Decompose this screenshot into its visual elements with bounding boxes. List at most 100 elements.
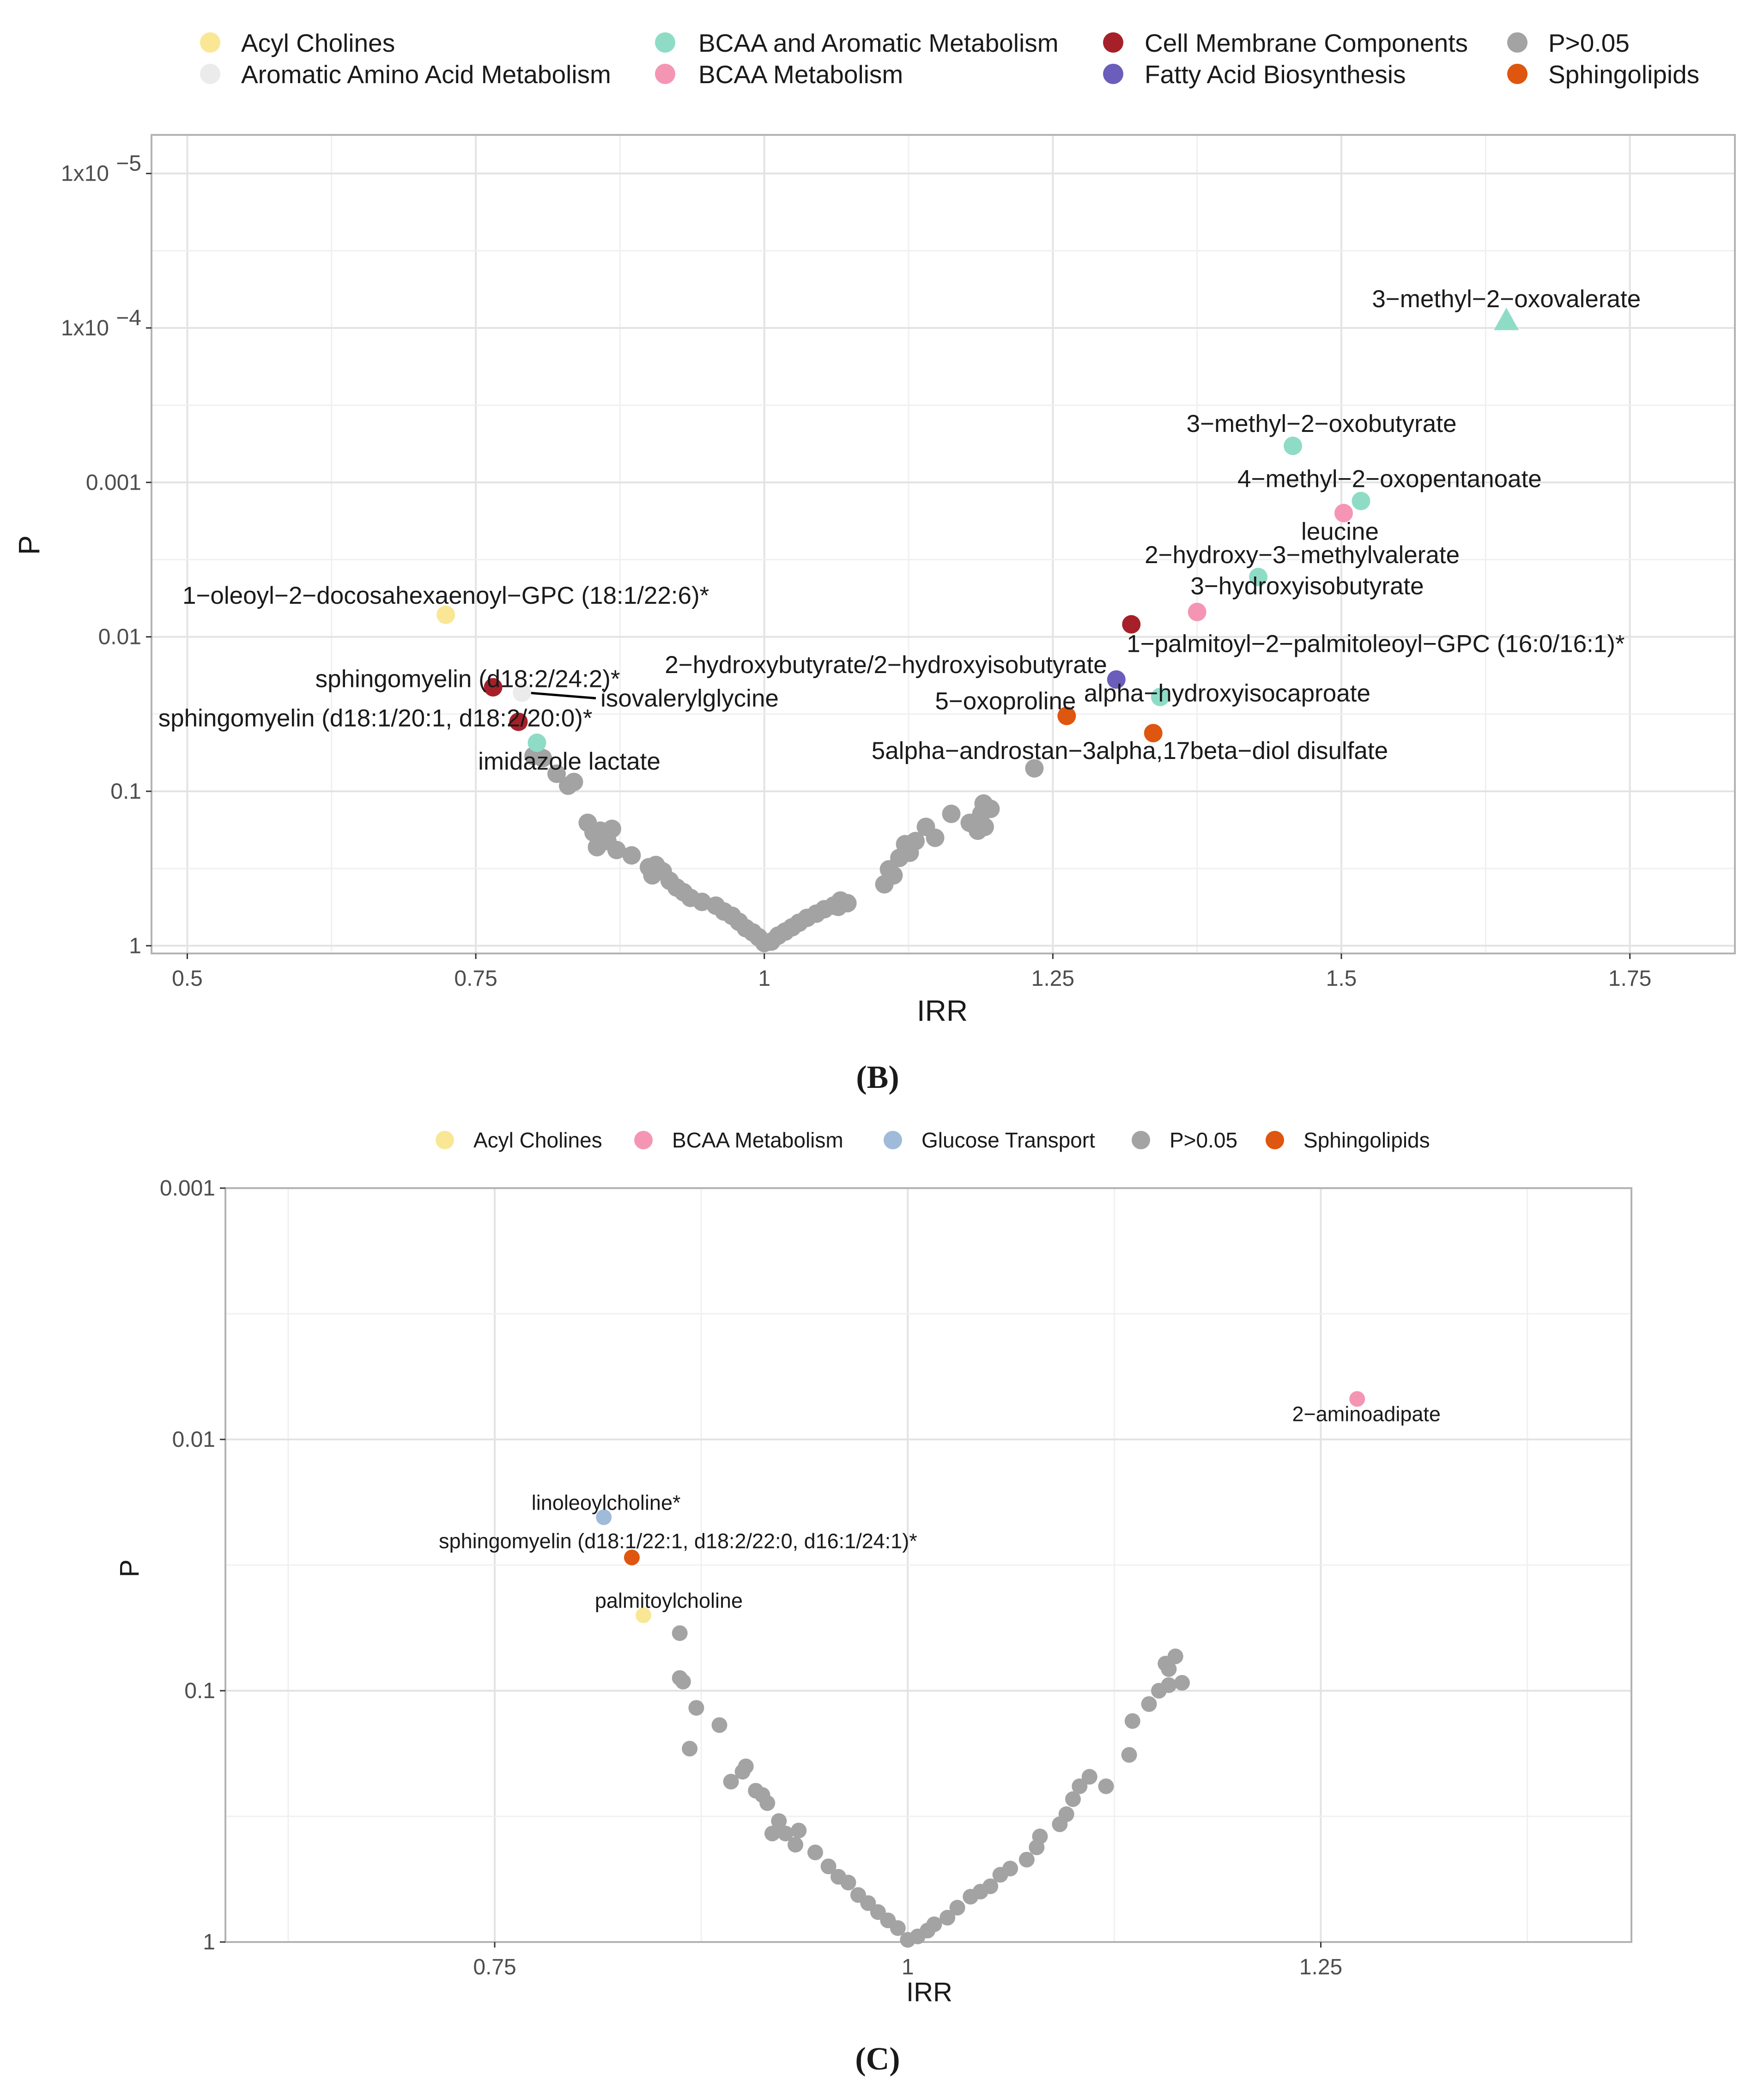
- legend-c-swatch-p-gt-005: [1132, 1131, 1150, 1149]
- data-point-nonsignificant: [1065, 1791, 1081, 1807]
- data-point-nonsignificant: [672, 1625, 688, 1641]
- point-label: 1−palmitoyl−2−palmitoleoyl−GPC (16:0/16:…: [1127, 631, 1625, 658]
- panel-b-chart: Acyl Cholines Aromatic Amino Acid Metabo…: [12, 29, 1736, 1095]
- panel-b-x-ticks: 0.5 0.75 1 1.25 1.5 1.75: [172, 953, 1651, 991]
- legend-label-cell-membrane: Cell Membrane Components: [1145, 29, 1468, 57]
- legend-swatch-bcaa-aromatic: [655, 32, 675, 53]
- y-tick-label: 1x10: [61, 316, 109, 340]
- point-label: sphingomyelin (d18:2/24:2)*: [315, 666, 620, 693]
- point-label: alpha−hydroxyisocaproate: [1084, 680, 1370, 707]
- y-tick-label: 1: [129, 934, 141, 958]
- y-tick-label: 0.01: [172, 1427, 215, 1452]
- data-point-nonsignificant: [759, 1795, 776, 1811]
- panel-b-gridlines: [152, 135, 1735, 953]
- data-point-labeled: [1352, 492, 1370, 510]
- data-point-labeled: [1284, 437, 1303, 455]
- data-point-nonsignificant: [777, 1826, 794, 1842]
- panel-b-plot-border: [151, 134, 1736, 954]
- point-label: imidazole lactate: [478, 748, 661, 775]
- data-point-nonsignificant: [1018, 1851, 1035, 1868]
- point-label: 2−aminoadipate: [1292, 1402, 1441, 1426]
- point-label: 3−hydroxyisobutyrate: [1190, 573, 1424, 600]
- data-point-nonsignificant: [982, 1878, 999, 1894]
- data-point-nonsignificant: [711, 1717, 727, 1733]
- y-tick-label: 0.01: [98, 625, 141, 649]
- data-point-nonsignificant: [1058, 1806, 1074, 1822]
- point-label: 1−oleoyl−2−docosahexaenoyl−GPC (18:1/22:…: [182, 582, 709, 609]
- data-point-nonsignificant: [807, 1845, 823, 1861]
- legend-swatch-cell-membrane: [1103, 32, 1123, 53]
- panel-c-y-ticks: 1 0.1 0.01 0.001: [160, 1176, 225, 1954]
- point-label: linoleoylcholine*: [532, 1491, 681, 1514]
- point-label: 3−methyl−2−oxovalerate: [1372, 285, 1641, 313]
- legend-c-label-glucose: Glucose Transport: [921, 1128, 1095, 1152]
- legend-c-swatch-bcaa: [634, 1131, 653, 1149]
- data-point-labeled: [1494, 308, 1519, 330]
- panel-b-x-axis-title: IRR: [917, 994, 968, 1027]
- point-label: 4−methyl−2−oxopentanoate: [1237, 466, 1542, 493]
- y-tick-exponent: −5: [116, 152, 141, 176]
- panel-c-x-ticks: 0.75 1 1.25: [473, 1942, 1342, 1979]
- data-point-labeled: [624, 1549, 640, 1566]
- panel-b-point-labels: 3−methyl−2−oxovalerate 3−methyl−2−oxobuty…: [158, 285, 1641, 775]
- data-point-labeled: [1107, 670, 1126, 689]
- point-label: sphingomyelin (d18:1/20:1, d18:2/20:0)*: [158, 705, 593, 732]
- panel-b-labeled-points: [436, 308, 1519, 752]
- data-point-nonsignificant: [1167, 1648, 1183, 1664]
- data-point-nonsignificant: [643, 866, 662, 885]
- data-point-nonsignificant: [1161, 1661, 1177, 1677]
- panel-c-gridlines: [225, 1187, 1631, 1943]
- data-point-nonsignificant: [1161, 1677, 1177, 1693]
- point-label: palmitoylcholine: [595, 1589, 743, 1613]
- panel-b-leader-lines: [527, 692, 596, 700]
- data-point-labeled: [527, 733, 546, 752]
- point-label: 5alpha−androstan−3alpha,17beta−diol disu…: [872, 737, 1388, 765]
- panel-c-caption: (C): [855, 2041, 900, 2077]
- legend-swatch-p-gt-005: [1507, 32, 1528, 53]
- x-tick-label: 1.5: [1326, 966, 1357, 991]
- legend-c-swatch-sphingolipids: [1266, 1131, 1284, 1149]
- data-point-nonsignificant: [738, 1758, 754, 1774]
- x-tick-label: 0.75: [454, 966, 497, 991]
- data-point-nonsignificant: [688, 1700, 704, 1716]
- data-point-labeled: [484, 678, 503, 697]
- data-point-labeled: [1144, 723, 1163, 742]
- data-point-nonsignificant: [1072, 1778, 1088, 1794]
- panel-c-chart: Acyl Cholines BCAA Metabolism Glucose Tr…: [115, 1128, 1632, 2077]
- y-tick-label: 0.001: [86, 470, 141, 495]
- legend-c-label-sphingolipids: Sphingolipids: [1303, 1128, 1430, 1152]
- data-point-nonsignificant: [675, 1674, 691, 1690]
- legend-label-bcaa: BCAA Metabolism: [698, 60, 903, 89]
- data-point-labeled: [596, 1509, 612, 1525]
- y-tick-exponent: −4: [116, 306, 141, 330]
- data-point-nonsignificant: [764, 1826, 780, 1842]
- data-point-nonsignificant: [890, 1920, 906, 1936]
- point-label: 2−hydroxy−3−methylvalerate: [1145, 541, 1460, 569]
- data-point-labeled: [1122, 615, 1141, 634]
- y-tick-label: 0.001: [160, 1176, 215, 1201]
- legend-c-label-p-gt-005: P>0.05: [1170, 1128, 1237, 1152]
- data-point-nonsignificant: [975, 817, 994, 836]
- data-point-nonsignificant: [1002, 1860, 1018, 1876]
- data-point-nonsignificant: [906, 832, 925, 850]
- data-point-nonsignificant: [682, 1741, 698, 1757]
- legend-label-sphingolipids: Sphingolipids: [1548, 60, 1699, 89]
- data-point-labeled: [1334, 504, 1353, 522]
- legend-swatch-fatty-acid: [1103, 64, 1123, 84]
- panel-c-y-axis-title: P: [115, 1560, 145, 1578]
- x-tick-label: 1.25: [1299, 1955, 1342, 1979]
- x-tick-label: 1.75: [1608, 966, 1651, 991]
- data-point-nonsignificant: [942, 804, 961, 823]
- legend-label-acyl-cholines: Acyl Cholines: [241, 29, 395, 57]
- panel-b-y-axis-title: P: [12, 535, 46, 555]
- y-tick-label: 0.1: [184, 1679, 215, 1703]
- data-point-nonsignificant: [949, 1900, 965, 1916]
- data-point-nonsignificant: [791, 1822, 807, 1839]
- legend-c-label-bcaa: BCAA Metabolism: [672, 1128, 843, 1152]
- x-tick-label: 0.75: [473, 1955, 516, 1979]
- x-tick-label: 0.5: [172, 966, 203, 991]
- panel-b-y-ticks: 1 0.1 0.01 0.001 1x10 −4 1x10 −5: [61, 152, 152, 958]
- panel-b-legend: Acyl Cholines Aromatic Amino Acid Metabo…: [200, 29, 1699, 89]
- data-point-labeled: [1249, 568, 1268, 587]
